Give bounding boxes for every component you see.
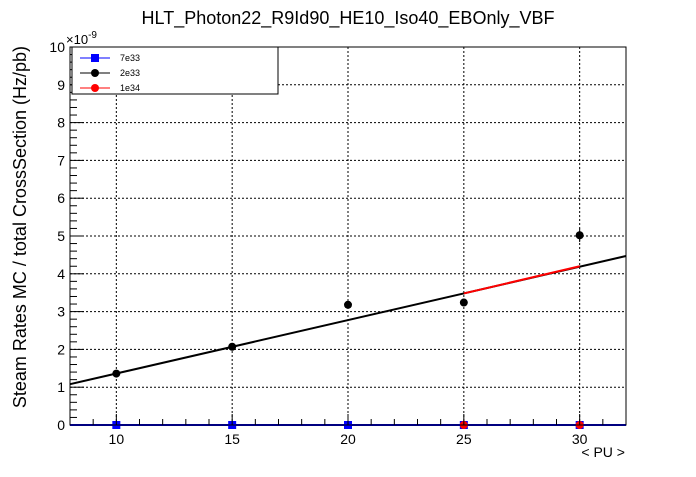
legend-marker [91,54,99,62]
x-axis-label: < PU > [581,444,625,460]
y-axis-label: Steam Rates MC / total CrossSection (Hz/… [10,46,30,408]
fit-line-1e34 [463,265,580,295]
data-point-2e33 [228,342,237,351]
data-point-2e33 [459,298,468,307]
x-tick-label: 25 [456,431,472,447]
legend-marker [91,69,99,77]
legend-label: 7e33 [120,53,140,63]
y-exponent: ×10-9 [66,30,97,47]
legend-box [71,46,279,95]
x-tick-label: 10 [109,431,125,447]
legend-label: 2e33 [120,68,140,78]
x-tick-label: 20 [340,431,356,447]
chart-title: HLT_Photon22_R9Id90_HE10_Iso40_EBOnly_VB… [142,8,555,29]
y-tick-label: 2 [57,341,65,357]
y-tick-label: 1 [57,379,65,395]
y-tick-label: 5 [57,228,65,244]
axes: 10 15 20 25 30 0 1 2 3 4 5 6 7 8 9 10 [49,39,627,447]
data-point-2e33 [344,300,352,309]
y-tick-label: 10 [49,39,65,55]
x-tick-label: 30 [572,431,588,447]
y-tick-label: 4 [57,266,65,282]
legend-label: 1e34 [120,83,140,93]
data-point-2e33 [112,369,121,378]
y-tick-label: 8 [57,115,65,131]
legend: 7e33 2e33 1e34 [71,46,279,95]
y-tick-label: 6 [57,190,65,206]
y-tick-label: 3 [57,304,65,320]
y-tick-label: 7 [57,152,65,168]
legend-marker [91,84,99,92]
y-tick-label: 9 [57,77,65,93]
y-tick-label: 0 [57,417,65,433]
data-point-2e33 [575,231,584,240]
x-tick-label: 15 [224,431,240,447]
